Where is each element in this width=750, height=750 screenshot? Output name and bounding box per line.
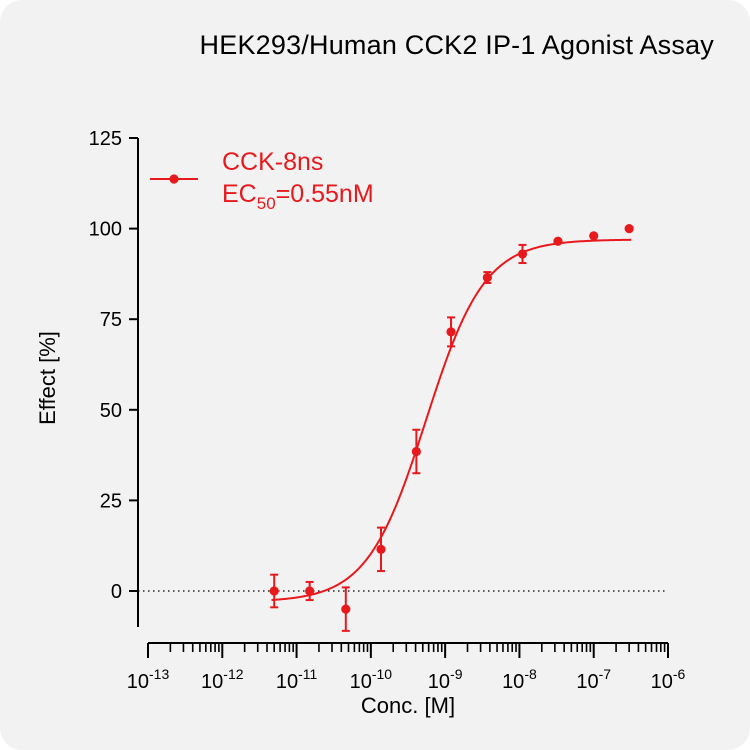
y-tick-label: 0 — [111, 581, 122, 603]
x-tick-label: 10-13 — [127, 666, 170, 693]
data-point — [446, 327, 456, 337]
data-point — [341, 604, 351, 614]
x-tick-label: 10-8 — [502, 666, 537, 693]
y-tick-label: 100 — [89, 219, 122, 241]
data-point — [305, 586, 315, 596]
legend-series-name: CCK-8ns — [222, 148, 323, 176]
data-point — [624, 224, 634, 234]
data-point — [553, 236, 563, 246]
x-tick-label: 10-10 — [350, 666, 393, 693]
fit-curve — [271, 238, 632, 601]
x-tick-label: 10-7 — [576, 666, 611, 693]
y-tick-label: 125 — [89, 128, 122, 150]
chart-title: HEK293/Human CCK2 IP-1 Agonist Assay — [199, 30, 714, 60]
data-point — [411, 446, 421, 457]
y-tick-label: 75 — [100, 309, 122, 331]
x-tick-label: 10-11 — [276, 666, 318, 693]
x-axis-title: Conc. [M] — [361, 693, 455, 718]
y-tick-label: 50 — [100, 400, 122, 422]
data-point — [376, 544, 386, 554]
data-point — [589, 231, 599, 241]
data-point — [517, 249, 528, 259]
data-point — [269, 586, 279, 596]
x-tick-label: 10-12 — [201, 666, 244, 693]
legend-ec50-annotation: EC50=0.55nM — [222, 180, 374, 213]
x-tick-label: 10-9 — [428, 666, 463, 693]
data-point — [482, 272, 492, 283]
x-tick-label: 10-6 — [651, 666, 686, 693]
y-axis-title: Effect [%] — [35, 331, 60, 425]
y-tick-label: 25 — [100, 490, 122, 512]
legend-marker — [169, 174, 179, 184]
